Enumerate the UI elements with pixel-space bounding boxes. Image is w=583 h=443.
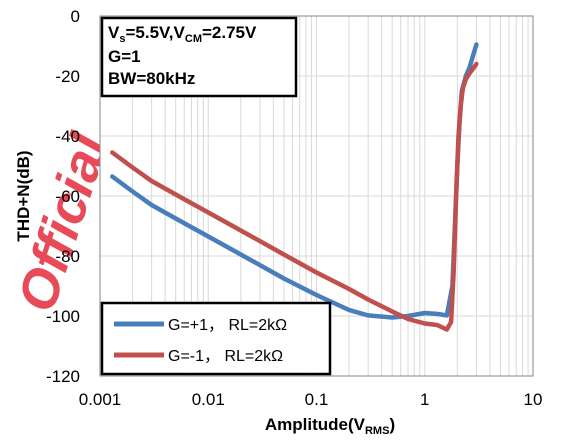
legend-frame [100, 301, 332, 376]
x-axis-title-close: ) [389, 415, 395, 434]
x-tick-label: 0.01 [192, 390, 225, 409]
ann-vcm-sub: CM [185, 33, 202, 45]
ann-vs: V [108, 23, 120, 42]
ann-vcm: =5.5V,V [125, 23, 185, 42]
x-axis-title: Amplitude(VRMS) [265, 415, 395, 437]
y-axis-title: THD+N(dB) [14, 150, 33, 241]
legend-label-series-2: G=-1， RL=2kΩ [168, 348, 283, 365]
series-line-2 [110, 61, 479, 332]
tick-labels: 0.001 0.01 0.1 1 10 0 -20 -40 -60 -80 -100 -120 [46, 7, 542, 409]
annotation-line-2: G=1 [108, 47, 141, 66]
y-tick-label: -100 [46, 307, 80, 326]
x-tick-label: 0.001 [79, 390, 122, 409]
annotation-line-1: Vs=5.5V,VCM=2.75V [108, 23, 257, 45]
ann-vcm-value: =2.75V [202, 23, 257, 42]
y-tick-label: -40 [55, 127, 80, 146]
y-tick-label: -120 [46, 367, 80, 386]
y-tick-label: -20 [55, 67, 80, 86]
legend: G=+1， RL=2kΩ G=-1， RL=2kΩ [100, 301, 332, 376]
ann-vs-sub: s [119, 33, 125, 45]
x-axis-title-main: Amplitude(V [265, 415, 366, 434]
y-tick-label: 0 [71, 7, 80, 26]
annotation-line-3: BW=80kHz [108, 69, 195, 88]
y-tick-label: -80 [55, 247, 80, 266]
plot-border [99, 15, 534, 377]
x-tick-label: 1 [420, 390, 429, 409]
x-tick-label: 0.1 [305, 390, 329, 409]
annotation-frame [100, 16, 298, 98]
series-layer [110, 42, 479, 332]
legend-label-series-1: G=+1， RL=2kΩ [168, 317, 287, 334]
annotation-box: Vs=5.5V,VCM=2.75V G=1 BW=80kHz [100, 16, 298, 98]
y-tick-label: -60 [55, 187, 80, 206]
x-axis-title-sub: RMS [365, 425, 389, 437]
x-tick-label: 10 [524, 390, 543, 409]
